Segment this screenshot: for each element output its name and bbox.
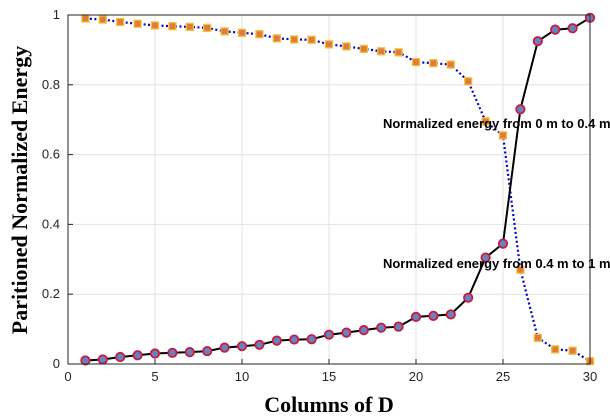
data-point [551,345,560,354]
series-1-line [85,17,591,363]
data-point [463,292,474,303]
data-point [497,238,509,249]
data-point [237,28,247,37]
data-point [359,44,368,54]
x-tick-label: 5 [151,369,158,384]
data-point [532,36,543,47]
data-point [290,35,299,44]
data-point [446,60,455,69]
data-point [80,355,91,366]
data-point [271,335,282,346]
data-point [168,22,177,31]
data-point [97,354,108,365]
annotation-label: Normalized energy from 0.4 m to 1 m [383,256,610,271]
data-point [550,24,561,35]
x-tick-label: 15 [322,369,336,384]
data-point [533,333,542,342]
data-point [219,342,230,353]
data-point [394,48,403,57]
data-point [410,311,422,322]
series-1 [81,14,595,366]
y-tick-label: 0.4 [42,216,60,231]
data-point [115,351,126,363]
data-point [516,265,525,274]
data-point [289,334,300,345]
data-point [150,21,160,30]
data-point [481,117,490,126]
y-axis-title: Paritioned Normalized Energy [7,46,32,334]
data-point [358,325,369,336]
data-point [498,131,508,140]
data-point [98,15,107,24]
series-2 [80,12,596,366]
data-point [116,17,125,27]
x-tick-label: 25 [496,369,510,384]
data-point [429,59,438,68]
x-tick-label: 30 [583,369,597,384]
y-tick-label: 1 [53,7,60,22]
axis-ticks: 0 5 10 15 20 25 30 0 0.2 0.4 0.6 0.8 1 [42,7,597,384]
data-point [184,347,195,358]
data-point [203,23,212,33]
data-point [393,321,404,332]
data-point [255,30,264,39]
data-point [445,309,456,320]
data-point [341,327,352,338]
data-point [236,341,248,352]
data-point [323,329,335,340]
x-tick-label: 0 [64,369,71,384]
x-axis-title: Columns of D [264,392,394,417]
y-tick-label: 0.2 [42,286,60,301]
data-point [515,104,526,115]
data-point [254,339,265,350]
data-point [411,57,421,67]
data-point [272,34,281,43]
data-point [464,77,473,86]
data-point [567,23,578,34]
annotations: Normalized energy from 0 m to 0.4 m Norma… [383,116,610,271]
data-point [149,348,161,359]
data-point [133,19,142,28]
data-point [220,27,229,36]
annotation-label: Normalized energy from 0 m to 0.4 m [383,116,610,131]
data-point [132,350,143,361]
data-point [167,347,178,358]
y-tick-label: 0 [53,356,60,371]
data-point [342,42,351,51]
data-point [324,40,334,49]
data-point [307,35,316,44]
y-tick-label: 0.8 [42,77,60,92]
data-point [306,334,317,345]
series-layer [80,12,596,366]
data-point [81,14,90,23]
data-point [480,252,491,263]
data-point [568,346,577,355]
y-tick-label: 0.6 [42,147,60,162]
data-point [376,322,387,333]
data-point [377,47,386,56]
x-tick-label: 20 [409,369,423,384]
data-point [185,22,194,32]
data-point [202,345,213,357]
x-tick-label: 10 [235,369,249,384]
data-point [428,310,439,321]
